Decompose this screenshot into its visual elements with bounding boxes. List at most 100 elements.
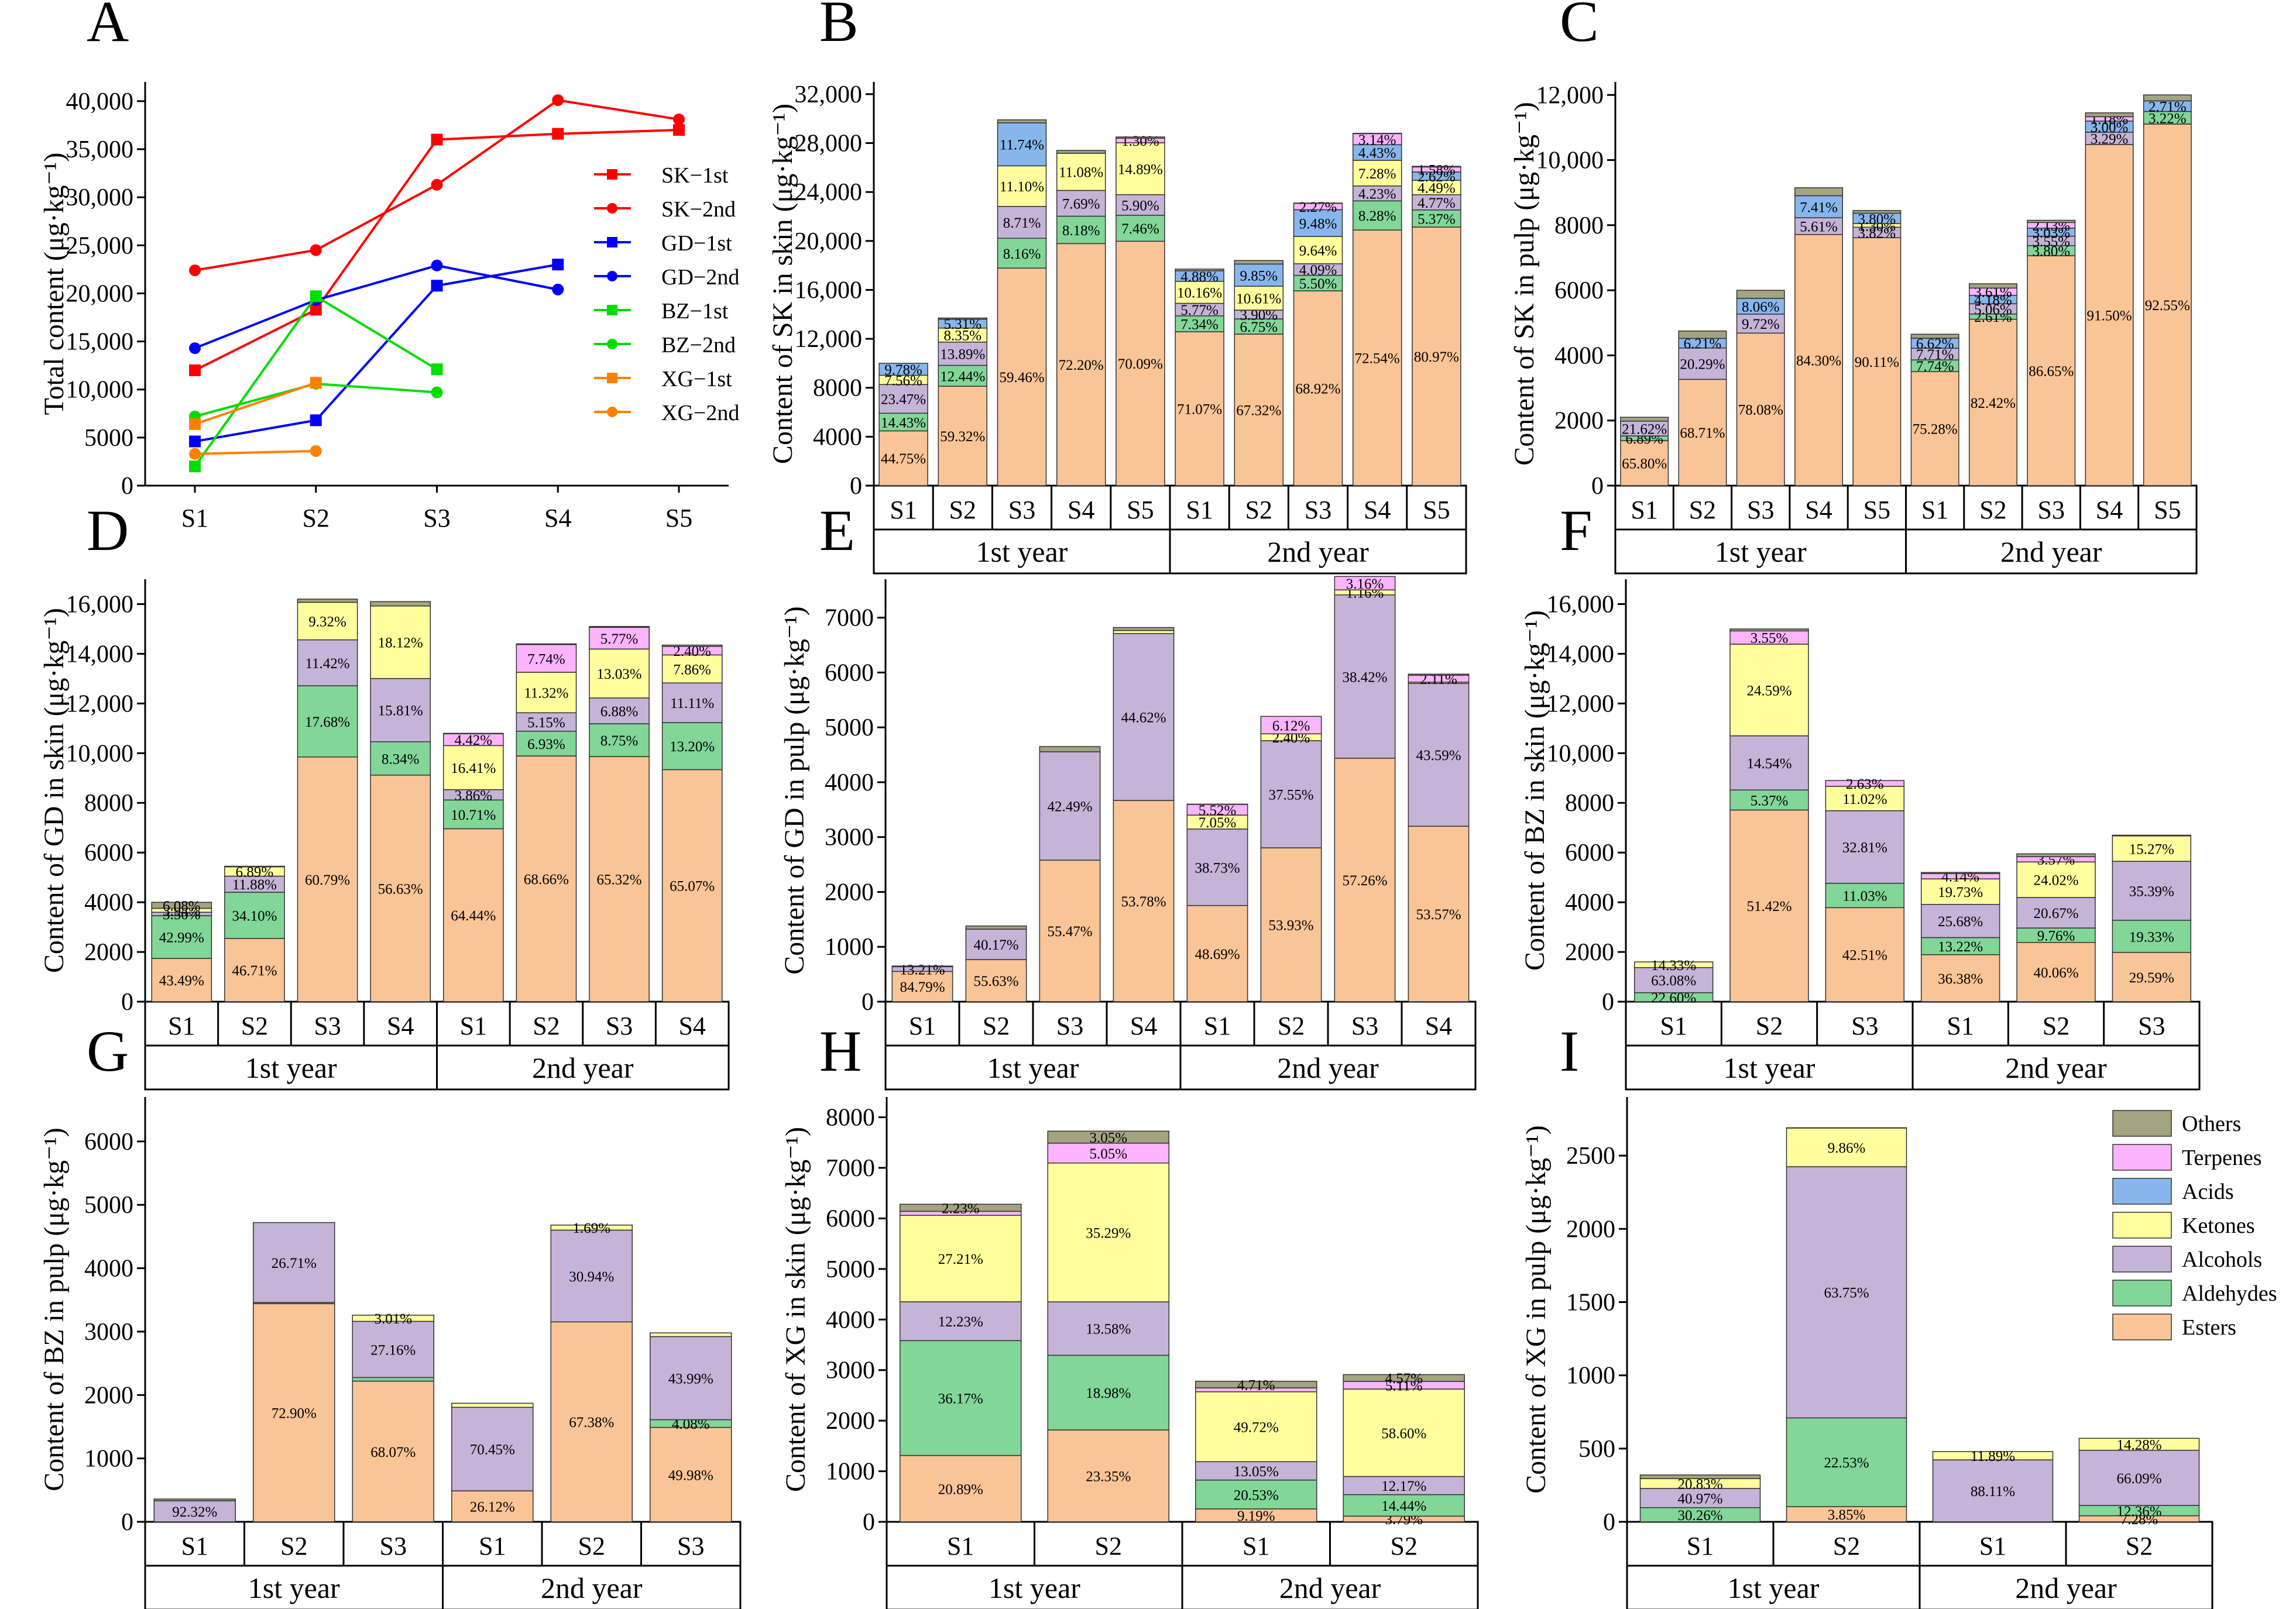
data-label: 5.15% — [527, 715, 565, 731]
bar-segment-esters — [589, 756, 650, 1002]
data-label: 10.61% — [1236, 291, 1281, 307]
data-label: 65.80% — [1622, 456, 1667, 472]
bar-segment-ketones — [297, 601, 358, 641]
panel-letter: G — [87, 1019, 129, 1084]
data-label: 59.46% — [999, 370, 1044, 386]
stacked-bar: 22.60%63.08%14.33% — [1633, 958, 1714, 1006]
legend-label: Esters — [2182, 1315, 2236, 1340]
bar-segment-terpenes — [1260, 716, 1322, 735]
y-tick-label: 1000 — [84, 1446, 133, 1473]
bar-segment-aldehydes — [1195, 1479, 1317, 1510]
series-line — [194, 264, 558, 349]
bar-segment-others — [1352, 133, 1402, 135]
stacked-bar: 59.32%12.44%13.89%8.35%5.31% — [938, 317, 988, 486]
bar-segment-alcohols — [1412, 194, 1461, 211]
data-point — [310, 377, 322, 389]
data-label: 9.72% — [1742, 317, 1780, 332]
bar-segment-alcohols — [1352, 185, 1402, 202]
data-label: 90.11% — [1855, 355, 1899, 370]
bar-segment-others — [442, 733, 504, 734]
data-label: 48.69% — [1195, 947, 1240, 962]
x-tick-label: S4 — [1068, 496, 1094, 524]
bar-segment-ketones — [1932, 1451, 2054, 1460]
data-point — [431, 133, 443, 146]
x-tick-label: S2 — [303, 504, 330, 532]
bar-segment-esters — [938, 386, 988, 486]
bar-segment-others — [151, 902, 212, 909]
bar-segment-esters — [1678, 379, 1727, 486]
bar-segment-ketones — [1116, 142, 1165, 195]
stacked-bar: 72.20% 8.18% 7.69% 11.08% — [1056, 150, 1106, 486]
x-tick-label: S3 — [1747, 496, 1774, 524]
bar-segment-esters — [253, 1303, 335, 1522]
bar-segment-esters — [550, 1321, 633, 1522]
bar-segment-aldehydes — [589, 723, 650, 757]
stacked-bar: 65.32% 8.75% 6.88% 13.03% 5.77% — [589, 625, 650, 1002]
y-tick-label: 3000 — [84, 1319, 133, 1346]
y-tick-label: 10,000 — [66, 740, 134, 767]
legend-swatch — [2112, 1246, 2172, 1273]
y-tick-label: 0 — [1602, 989, 1614, 1016]
bar-segment-others — [1175, 269, 1224, 271]
bar-segment-ketones — [650, 1332, 732, 1338]
bar-segment-alcohols — [2112, 861, 2192, 921]
bar-segment-acids — [878, 363, 928, 376]
stacked-bar: 46.71%34.10%11.88%6.89% — [224, 864, 285, 1002]
stacked-bar: 67.38% 30.94% 1.69% — [550, 1220, 633, 1522]
y-tick-label: 12,000 — [1547, 690, 1615, 717]
data-label: 3.01% — [374, 1311, 412, 1327]
bar-segment-esters — [1116, 240, 1165, 486]
bar-segment-acids — [1794, 195, 1844, 218]
data-label: 11.74% — [1000, 137, 1044, 153]
data-point — [673, 124, 685, 136]
stacked-bar: 43.49%42.99%3.50%3.94%6.08% — [151, 898, 212, 1002]
bar-segment-ketones — [352, 1315, 434, 1322]
data-label: 92.55% — [2145, 298, 2190, 314]
x-tick-label: S1 — [479, 1532, 506, 1560]
year-label-2nd: 2nd year — [1279, 1572, 1381, 1604]
data-label: 21.62% — [1622, 421, 1667, 437]
y-tick-label: 20,000 — [795, 228, 863, 255]
data-label: 4.77% — [1418, 195, 1456, 211]
stacked-bar: 68.07% 27.16% 3.01% — [352, 1311, 434, 1522]
y-tick-label: 3000 — [826, 1357, 875, 1384]
data-label: 32.81% — [1842, 840, 1887, 856]
data-label: 6.08% — [163, 898, 201, 914]
data-label: 23.35% — [1086, 1469, 1131, 1484]
x-tick-label: S3 — [606, 1012, 633, 1040]
data-point — [189, 342, 201, 355]
bar-segment-others — [1920, 872, 2000, 874]
x-tick-label: S2 — [2043, 1012, 2070, 1040]
bar-segment-esters — [2085, 144, 2134, 486]
bar-segment-others — [1620, 417, 1669, 422]
bar-segment-esters — [997, 267, 1047, 486]
data-point — [552, 128, 564, 140]
bar-segment-alcohols — [1260, 740, 1322, 848]
legend-label: SK−2nd — [661, 197, 736, 222]
bar-segment-others — [297, 599, 358, 603]
y-tick-label: 12,000 — [795, 326, 863, 353]
stacked-bar: 90.11%3.82%1.30%3.80% — [1852, 210, 1902, 486]
data-label: 3.00% — [2091, 120, 2129, 136]
x-tick-label: S4 — [544, 504, 571, 532]
stacked-bar: 53.93%37.55%2.40%6.12% — [1260, 716, 1322, 1002]
series-line — [194, 263, 558, 443]
bar-segment-others — [938, 317, 988, 320]
x-tick-label: S2 — [241, 1012, 268, 1040]
data-label: 24.59% — [1746, 683, 1792, 699]
x-tick-label: S1 — [890, 496, 917, 524]
data-label: 13.03% — [597, 666, 642, 682]
data-label: 64.44% — [451, 908, 496, 924]
data-label: 6.12% — [1272, 718, 1310, 734]
bar-segment-alcohols — [1786, 1166, 1907, 1419]
stacked-bar: 88.11% 11.89% — [1932, 1449, 2054, 1522]
data-label: 4.14% — [1941, 869, 1979, 885]
bar-segment-ketones — [1113, 630, 1175, 634]
x-tick-label: S4 — [1364, 496, 1391, 524]
data-label: 86.65% — [2029, 364, 2074, 380]
bar-segment-terpenes — [1334, 576, 1396, 591]
data-label: 37.55% — [1268, 788, 1313, 803]
data-label: 3.29% — [2091, 132, 2129, 147]
data-label: 3.14% — [1358, 132, 1396, 148]
